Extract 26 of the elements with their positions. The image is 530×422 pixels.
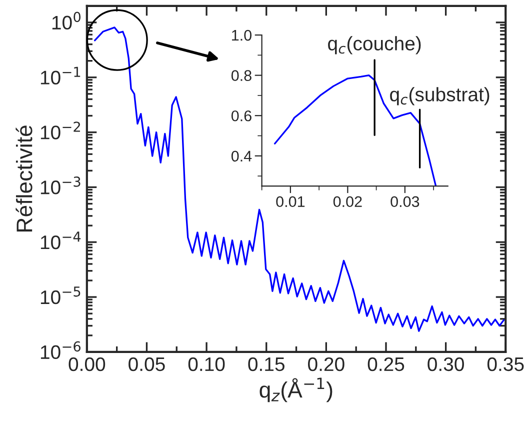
- x-tick-label: 0.20: [308, 357, 344, 372]
- x-tick-label: 0.03: [390, 196, 420, 208]
- y-tick-label: 10$^{−4}$: [40, 232, 81, 250]
- x-tick-label: 0.01: [276, 196, 305, 208]
- y-axis-title: Réflectivité: [16, 126, 32, 232]
- y-tick-label: 1.0: [232, 30, 252, 41]
- line-series: [94, 26, 505, 332]
- y-tick-label: 10$^{−1}$: [40, 66, 80, 84]
- y-tick-label: 0.8: [231, 70, 252, 81]
- y-tick-label: 10$^{−2}$: [40, 122, 80, 140]
- x-tick-label: 0.30: [428, 357, 464, 372]
- x-axis-title: q$_{z}$(Å$^{−1}$): [260, 378, 332, 402]
- y-tick-label: 10$^{0}$: [52, 12, 81, 30]
- y-tick-label: 0.4: [231, 150, 252, 162]
- annotation: q$_{c}$(couche): [328, 36, 421, 54]
- annotation: q$_{c}$(substrat): [390, 87, 490, 106]
- y-tick-label: 0.6: [231, 110, 252, 122]
- x-tick-label: 0.02: [333, 196, 362, 208]
- x-tick-label: 0.15: [248, 357, 284, 372]
- y-tick-label: 10$^{−5}$: [40, 286, 80, 304]
- x-tick-label: 0.35: [487, 357, 524, 372]
- x-tick-label: 0.00: [68, 357, 106, 372]
- x-tick-label: 0.25: [368, 357, 404, 372]
- x-tick-label: 0.05: [128, 357, 165, 372]
- y-tick-label: 10$^{−3}$: [40, 176, 80, 194]
- x-tick-label: 0.10: [188, 357, 225, 372]
